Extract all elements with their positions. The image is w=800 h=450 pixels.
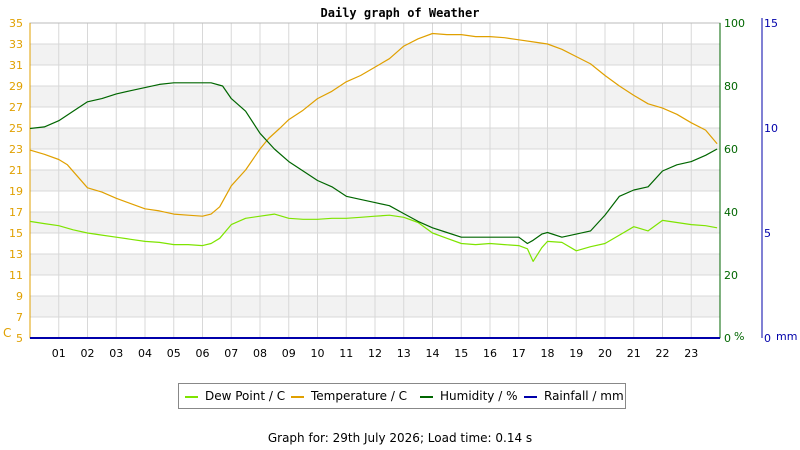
y-rain-unit: mm	[776, 330, 797, 343]
temperature-c-line	[29, 32, 718, 217]
x-tick-label: 07	[224, 347, 238, 360]
y-humidity-tick-label: 80	[724, 80, 738, 93]
x-tick-label: 04	[138, 347, 152, 360]
x-tick-label: 17	[512, 347, 526, 360]
x-tick-label: 23	[684, 347, 698, 360]
y-humidity-tick-label: 0	[724, 332, 731, 345]
y-left-unit: C	[3, 326, 11, 340]
x-tick-label: 13	[397, 347, 411, 360]
y-humidity-tick-label: 40	[724, 206, 738, 219]
legend-swatch	[185, 396, 198, 398]
y-left-tick-label: 35	[9, 17, 23, 30]
y-left-tick-label: 11	[9, 269, 23, 282]
x-tick-label: 02	[81, 347, 95, 360]
y-rain-tick-label: 0	[764, 332, 771, 345]
y-humidity-unit: %	[734, 330, 744, 343]
y-humidity-tick-label: 60	[724, 143, 738, 156]
y-humidity-tick-label: 20	[724, 269, 738, 282]
plot-labels: 01 02 03 04 05 06 07 08 09 10 11 12 13 14 15 16 17 18 19 20…	[3, 17, 797, 360]
x-tick-label: 18	[541, 347, 555, 360]
legend-label: Humidity / %	[440, 389, 518, 403]
legend-label: Dew Point / C	[205, 389, 286, 403]
y-left-tick-label: 27	[9, 101, 23, 114]
chart-title: Daily graph of Weather	[321, 6, 480, 20]
x-tick-label: 22	[656, 347, 670, 360]
y-left-tick-label: 15	[9, 227, 23, 240]
y-left-tick-label: 7	[16, 311, 23, 324]
y-left-tick-label: 23	[9, 143, 23, 156]
x-tick-label: 19	[569, 347, 583, 360]
x-tick-label: 11	[339, 347, 353, 360]
legend-label: Rainfall / mm	[544, 389, 624, 403]
y-humidity-tick-label: 100	[724, 17, 745, 30]
x-tick-label: 03	[109, 347, 123, 360]
x-tick-label: 08	[253, 347, 267, 360]
y-left-tick-label: 13	[9, 248, 23, 261]
x-tick-label: 01	[52, 347, 66, 360]
y-left-tick-label: 25	[9, 122, 23, 135]
y-rain-tick-label: 5	[764, 227, 771, 240]
y-left-tick-label: 17	[9, 206, 23, 219]
y-left-tick-label: 9	[16, 290, 23, 303]
dew-point-c-line	[29, 213, 718, 262]
x-tick-label: 12	[368, 347, 382, 360]
x-tick-label: 14	[426, 347, 440, 360]
x-tick-label: 21	[627, 347, 641, 360]
x-tick-label: 10	[311, 347, 325, 360]
humidity-line	[29, 82, 718, 245]
y-left-tick-label: 33	[9, 38, 23, 51]
x-tick-label: 15	[454, 347, 468, 360]
y-left-tick-label: 31	[9, 59, 23, 72]
y-left-tick-label: 29	[9, 80, 23, 93]
x-tick-label: 20	[598, 347, 612, 360]
x-tick-label: 09	[282, 347, 296, 360]
x-tick-label: 16	[483, 347, 497, 360]
legend-swatch	[420, 396, 433, 398]
footer-status: Graph for: 29th July 2026; Load time: 0.…	[267, 431, 533, 445]
y-left-tick-label: 21	[9, 164, 23, 177]
y-rain-tick-label: 10	[764, 122, 778, 135]
y-left-tick-label: 19	[9, 185, 23, 198]
y-rain-tick-label: 15	[764, 17, 778, 30]
legend-label: Temperature / C	[311, 389, 408, 403]
x-tick-label: 06	[196, 347, 210, 360]
legend-swatch	[291, 396, 304, 398]
plot-series	[29, 32, 720, 339]
x-tick-label: 05	[167, 347, 181, 360]
chart-legend: Dew Point / C Temperature / C Humidity / %…	[178, 383, 626, 409]
y-left-tick-label: 5	[16, 332, 23, 345]
legend-swatch	[524, 396, 537, 398]
